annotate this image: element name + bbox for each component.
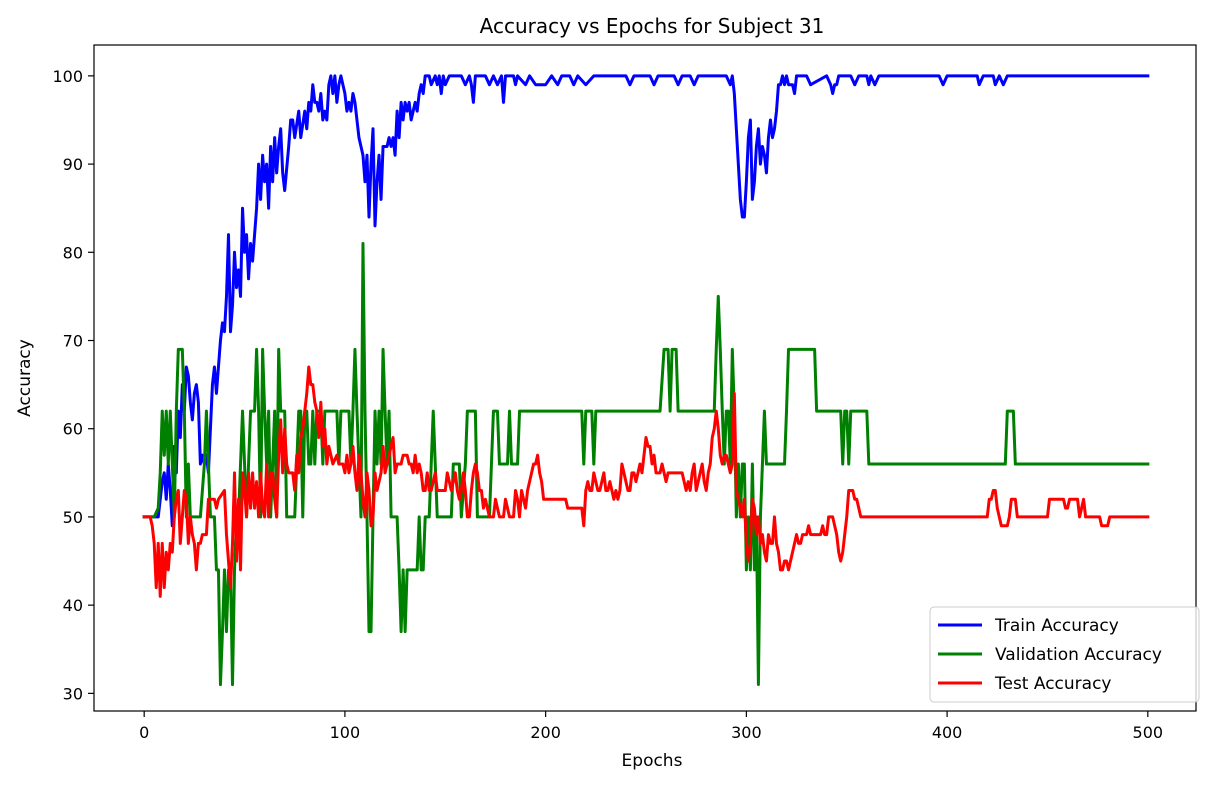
y-tick-label: 30 <box>63 684 83 703</box>
y-tick-label: 70 <box>63 332 83 351</box>
legend: Train Accuracy Validation Accuracy Test Ac… <box>929 606 1200 703</box>
y-tick-label: 80 <box>63 243 83 262</box>
x-tick-label: 300 <box>731 723 762 742</box>
y-tick-label: 40 <box>63 596 83 615</box>
x-tick-label: 400 <box>932 723 963 742</box>
series-line-3 <box>142 365 1150 598</box>
series-line-2 <box>142 241 1150 687</box>
x-tick-label: 200 <box>530 723 561 742</box>
legend-box <box>929 606 1200 703</box>
legend-entry: Validation Accuracy <box>995 645 1162 665</box>
legend-entry: Train Accuracy <box>994 616 1119 636</box>
y-tick-label: 60 <box>63 420 83 439</box>
y-tick-label: 50 <box>63 508 83 527</box>
x-tick-label: 500 <box>1133 723 1164 742</box>
y-tick-label: 90 <box>63 155 83 174</box>
x-axis-label: Epochs <box>622 751 683 771</box>
y-tick-label: 100 <box>52 67 83 86</box>
chart-title: Accuracy vs Epochs for Subject 31 <box>480 14 825 38</box>
plot-area-frame <box>93 44 1197 712</box>
x-tick-label: 0 <box>139 723 149 742</box>
series-lines <box>142 74 1150 687</box>
y-axis-ticks: 30 40 50 60 70 80 90 100 <box>52 67 94 703</box>
x-tick-label: 100 <box>330 723 361 742</box>
x-axis-ticks: 0 100 200 300 400 500 <box>139 711 1163 742</box>
series-line-1 <box>142 74 1150 528</box>
legend-entry: Test Accuracy <box>994 674 1112 694</box>
y-axis-label: Accuracy <box>15 339 35 417</box>
